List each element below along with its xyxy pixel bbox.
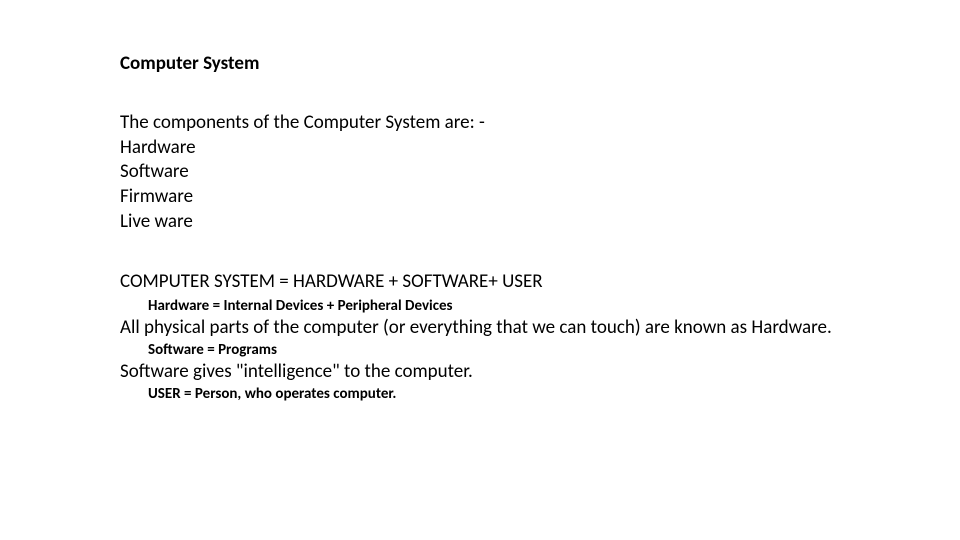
page-title: Computer System: [120, 52, 840, 75]
document-page: Computer System The components of the Co…: [0, 0, 960, 403]
component-item: Hardware: [120, 136, 840, 161]
component-item: Live ware: [120, 210, 840, 235]
components-block: The components of the Computer System ar…: [120, 111, 840, 234]
user-equation: USER = Person, who operates computer.: [148, 385, 840, 403]
component-item: Firmware: [120, 185, 840, 210]
system-equation: COMPUTER SYSTEM = HARDWARE + SOFTWARE+ U…: [120, 270, 840, 293]
hardware-equation: Hardware = Internal Devices + Peripheral…: [148, 297, 840, 315]
component-item: Software: [120, 160, 840, 185]
software-equation: Software = Programs: [148, 341, 840, 359]
hardware-description: All physical parts of the computer (or e…: [120, 317, 840, 339]
components-intro: The components of the Computer System ar…: [120, 111, 840, 136]
software-description: Software gives "intelligence" to the com…: [120, 361, 840, 383]
